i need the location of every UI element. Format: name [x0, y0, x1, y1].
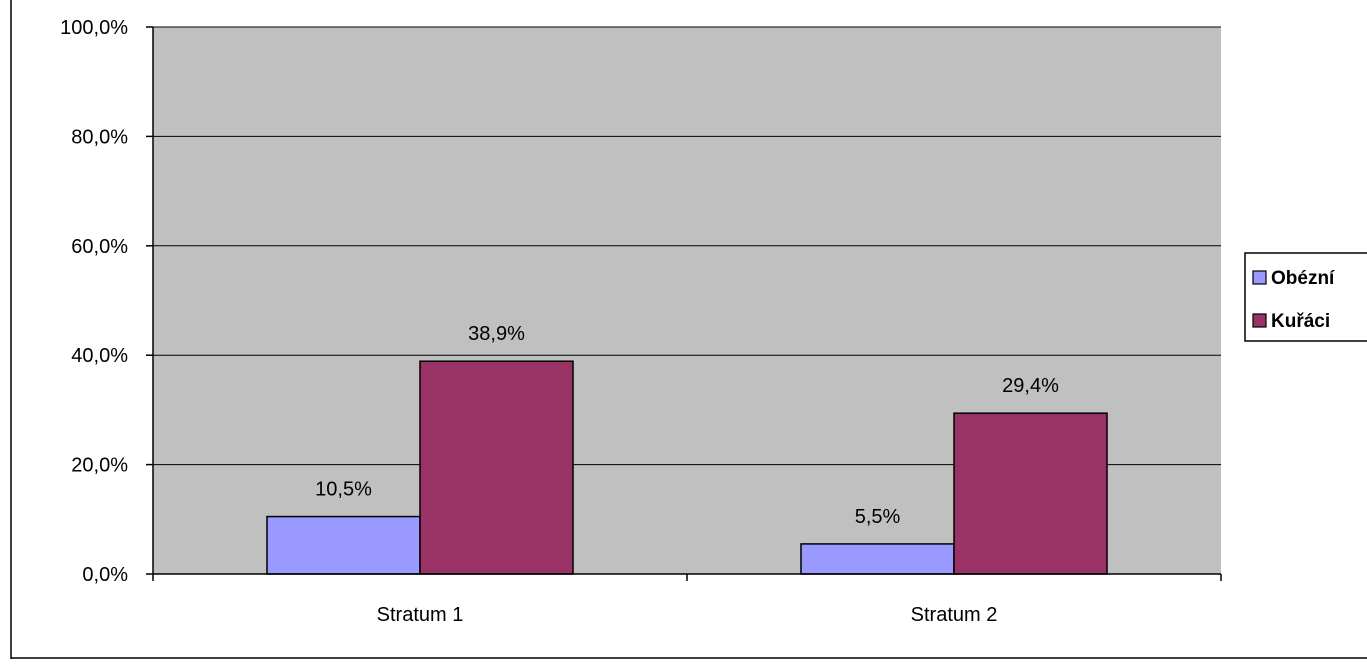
data-label-obezni-2: 5,5%	[855, 506, 901, 528]
y-tick-label-2: 40,0%	[71, 345, 128, 367]
data-labels: 10,5% 38,9% 5,5% 29,4%	[315, 323, 1059, 528]
data-label-kuraci-2: 29,4%	[1002, 375, 1059, 397]
category-label-1: Stratum 1	[377, 604, 464, 626]
legend-label-obezni: Obézní	[1271, 268, 1335, 289]
legend-label-kuraci: Kuřáci	[1271, 311, 1330, 332]
axes	[146, 26, 1222, 581]
y-tick-labels: 0,0% 20,0% 40,0% 60,0% 80,0% 100,0%	[60, 17, 128, 586]
bar-obezni-1	[266, 515, 421, 575]
y-tick-label-0: 0,0%	[82, 564, 128, 586]
category-labels: Stratum 1 Stratum 2	[377, 604, 998, 626]
data-label-kuraci-1: 38,9%	[468, 323, 525, 345]
bar-kuraci-2	[953, 412, 1108, 575]
y-tick-label-4: 80,0%	[71, 126, 128, 148]
legend: Obézní Kuřáci	[1244, 252, 1367, 342]
y-tick-label-3: 60,0%	[71, 236, 128, 258]
bar-kuraci-1	[419, 360, 574, 575]
y-tick-label-1: 20,0%	[71, 455, 128, 477]
y-tick-label-5: 100,0%	[60, 17, 128, 39]
bar-obezni-2	[800, 543, 955, 575]
legend-swatch-obezni	[1252, 270, 1267, 285]
data-label-obezni-1: 10,5%	[315, 479, 372, 501]
legend-swatch-kuraci	[1252, 313, 1267, 328]
category-label-2: Stratum 2	[911, 604, 998, 626]
